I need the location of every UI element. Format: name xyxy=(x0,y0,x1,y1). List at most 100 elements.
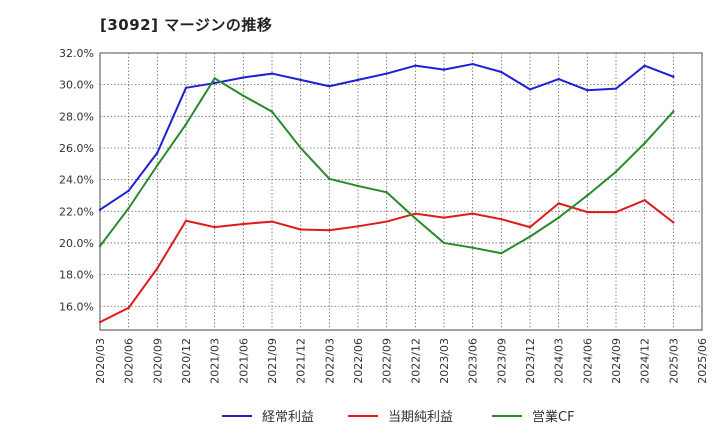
data-point xyxy=(414,217,417,220)
data-point xyxy=(500,70,503,74)
data-point xyxy=(356,225,360,228)
data-point xyxy=(471,246,474,249)
data-point xyxy=(184,86,188,90)
data-point xyxy=(270,72,274,75)
data-point xyxy=(528,235,532,238)
legend: 経常利益 当期純利益 営業CF xyxy=(222,409,575,425)
x-tick-label: 2022/06 xyxy=(352,338,365,384)
y-tick-label: 28.0% xyxy=(59,110,94,123)
data-point xyxy=(557,77,560,81)
data-point xyxy=(356,78,360,82)
x-tick-label: 2021/03 xyxy=(209,338,222,384)
grid xyxy=(99,52,703,331)
data-point xyxy=(385,72,388,75)
data-point xyxy=(213,77,216,80)
data-point xyxy=(557,202,560,205)
data-point xyxy=(299,228,302,231)
data-point xyxy=(586,194,589,197)
data-point xyxy=(299,146,302,150)
y-tick-label: 22.0% xyxy=(59,205,94,218)
x-tick-label: 2020/03 xyxy=(94,338,107,384)
chart-title: [3092] マージンの推移 xyxy=(100,16,273,34)
x-tick-label: 2024/06 xyxy=(581,338,594,384)
data-point xyxy=(270,110,274,113)
data-point xyxy=(184,123,188,126)
legend-label: 当期純利益 xyxy=(388,410,453,425)
data-point xyxy=(471,62,474,66)
data-point xyxy=(156,164,159,167)
data-point xyxy=(500,218,503,221)
data-point xyxy=(385,191,388,194)
x-tick-label: 2022/12 xyxy=(409,338,422,384)
data-point xyxy=(242,222,245,226)
x-tick-label: 2022/03 xyxy=(323,338,336,384)
data-point xyxy=(213,81,216,85)
data-point xyxy=(557,216,560,219)
y-tick-label: 32.0% xyxy=(59,47,94,60)
data-point xyxy=(242,94,245,97)
data-point xyxy=(672,110,675,113)
plot-frame xyxy=(99,52,703,331)
data-point xyxy=(156,151,159,154)
data-point xyxy=(643,64,646,67)
data-point xyxy=(442,68,446,71)
y-tick-label: 24.0% xyxy=(59,174,94,187)
data-point xyxy=(442,216,446,219)
x-tick-label: 2020/06 xyxy=(123,338,136,384)
y-tick-label: 26.0% xyxy=(59,142,94,155)
x-tick-label: 2020/09 xyxy=(151,338,164,384)
data-point xyxy=(98,208,102,211)
x-tick-label: 2025/03 xyxy=(667,338,680,384)
data-point xyxy=(442,241,446,245)
series-lines xyxy=(98,62,675,324)
data-point xyxy=(328,85,331,88)
data-point xyxy=(213,225,216,229)
x-tick-label: 2023/03 xyxy=(438,338,451,384)
y-axis: 16.0% 18.0% 20.0% 22.0% 24.0% 26.0% 28.0% 30.0%… xyxy=(59,47,94,313)
x-tick-label: 2021/12 xyxy=(295,338,308,384)
x-tick-label: 2024/03 xyxy=(553,338,566,384)
data-point xyxy=(328,229,331,232)
data-point xyxy=(614,210,618,214)
data-point xyxy=(356,184,360,188)
y-tick-label: 18.0% xyxy=(59,269,94,282)
data-point xyxy=(414,212,417,215)
data-point xyxy=(127,206,130,210)
x-tick-label: 2021/06 xyxy=(237,338,250,384)
x-tick-label: 2022/09 xyxy=(381,338,394,384)
data-point xyxy=(528,88,532,91)
x-tick-label: 2021/09 xyxy=(266,338,279,384)
data-point xyxy=(127,306,130,310)
data-point xyxy=(328,177,331,181)
data-point xyxy=(184,219,188,222)
x-axis: 2020/03 2020/06 2020/09 2020/12 2021/03 2021/… xyxy=(94,338,709,384)
data-point xyxy=(98,320,102,324)
x-tick-label: 2024/09 xyxy=(610,338,623,384)
legend-label: 経常利益 xyxy=(262,410,314,425)
data-point xyxy=(385,220,388,223)
data-point xyxy=(614,87,618,90)
y-tick-label: 30.0% xyxy=(59,79,94,92)
data-point xyxy=(586,88,589,92)
data-point xyxy=(299,78,302,82)
x-tick-label: 2025/06 xyxy=(696,338,709,384)
y-tick-label: 20.0% xyxy=(59,237,94,250)
x-tick-label: 2023/12 xyxy=(524,338,537,384)
y-tick-label: 16.0% xyxy=(59,300,94,313)
x-tick-label: 2020/12 xyxy=(180,338,193,384)
data-point xyxy=(672,75,675,78)
data-point xyxy=(127,189,130,192)
data-point xyxy=(528,225,532,229)
legend-label: 営業CF xyxy=(532,409,575,425)
data-point xyxy=(672,221,675,224)
data-point xyxy=(643,142,646,145)
data-point xyxy=(586,210,589,214)
x-tick-label: 2023/06 xyxy=(467,338,480,384)
data-point xyxy=(270,220,274,223)
data-point xyxy=(500,252,503,255)
data-point xyxy=(242,76,245,79)
data-point xyxy=(414,64,417,67)
x-tick-label: 2023/09 xyxy=(495,338,508,384)
x-tick-label: 2024/12 xyxy=(639,338,652,384)
